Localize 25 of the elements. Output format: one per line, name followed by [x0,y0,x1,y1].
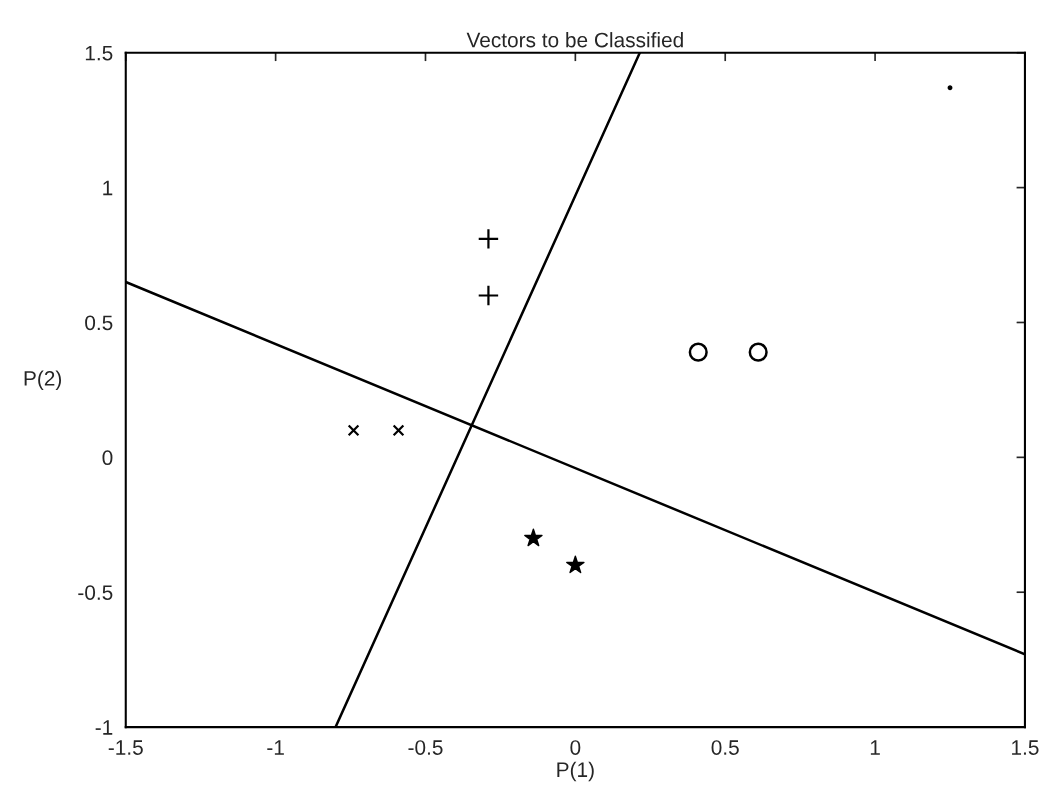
point [392,424,405,437]
x-axis-title: P(1) [557,761,594,782]
y-tick-label: 1 [103,180,113,196]
point [688,342,708,362]
point [566,555,585,574]
x-tick-label: 0 [570,740,581,755]
point [347,424,360,437]
x-tick-label: -0.5 [408,740,443,755]
x-tick-label: -1 [267,740,284,755]
point [748,342,768,362]
x-tick-label: 0.5 [711,740,739,755]
y-tick-label: 0.5 [85,315,113,331]
y-tick-label: 0 [102,450,113,466]
point [524,528,543,547]
chart-title: Vectors to be Classified [466,32,683,48]
y-tick-label: -1 [95,720,113,735]
x-tick-label: 1 [870,740,880,755]
point [477,284,500,307]
point [947,85,953,91]
point [477,228,500,250]
y-tick-label: -0.5 [78,585,113,600]
x-tick-label: -1.5 [108,740,143,755]
y-tick-label: 1.5 [85,45,113,61]
y-axis-title: P(2) [24,370,62,390]
x-tick-label: 1.5 [1012,740,1039,755]
